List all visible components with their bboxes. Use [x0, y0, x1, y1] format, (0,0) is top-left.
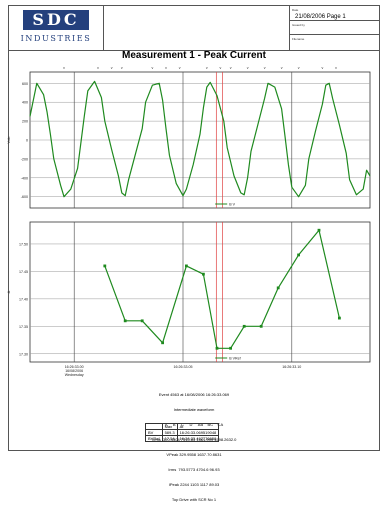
info-line: Top Drive with SCR No 1	[171, 497, 217, 502]
table-cell: 16:26:33.497776658	[176, 435, 220, 442]
report-header: SDC INDUSTRIES Date 21/08/2006 Page 1 Is…	[9, 6, 379, 51]
info-line: Irms 793.5773 4704.6 96.93	[168, 467, 220, 472]
filename-label: Filename	[292, 37, 305, 41]
table-row: BVRef 17.54 16:26:33.497776658	[145, 435, 220, 442]
chart-title: Measurement 1 - Peak Current	[122, 50, 266, 61]
info-line: Event 4563 at 16/08/2006 16:26:33.069	[158, 392, 230, 397]
max-table: Max At BV 589.3 16:26:33.069519048 BVRef…	[145, 423, 220, 442]
logo-main-text: SDC	[23, 10, 89, 30]
info-line: VPeak 329.9558 1637.70 8631	[166, 452, 222, 457]
company-logo: SDC INDUSTRIES	[13, 10, 99, 48]
table-cell: BVRef	[145, 435, 163, 442]
date-page-text: 21/08/2006 Page 1	[295, 14, 346, 20]
event-info: Event 4563 at 16/08/2006 16:26:33.069 In…	[60, 382, 328, 507]
date-label: Date	[292, 8, 299, 12]
issued-by-label: Issued by	[292, 23, 305, 27]
table-cell: 17.54	[161, 435, 178, 442]
table-cell: 589.3	[161, 429, 178, 436]
info-line: Intermediate waveform	[173, 407, 215, 412]
table-cell: 16:26:33.069519048	[176, 429, 220, 436]
logo-sub-text: INDUSTRIES	[20, 34, 92, 43]
info-line: IPeak 2244 1103 1117 89.03	[168, 482, 220, 487]
